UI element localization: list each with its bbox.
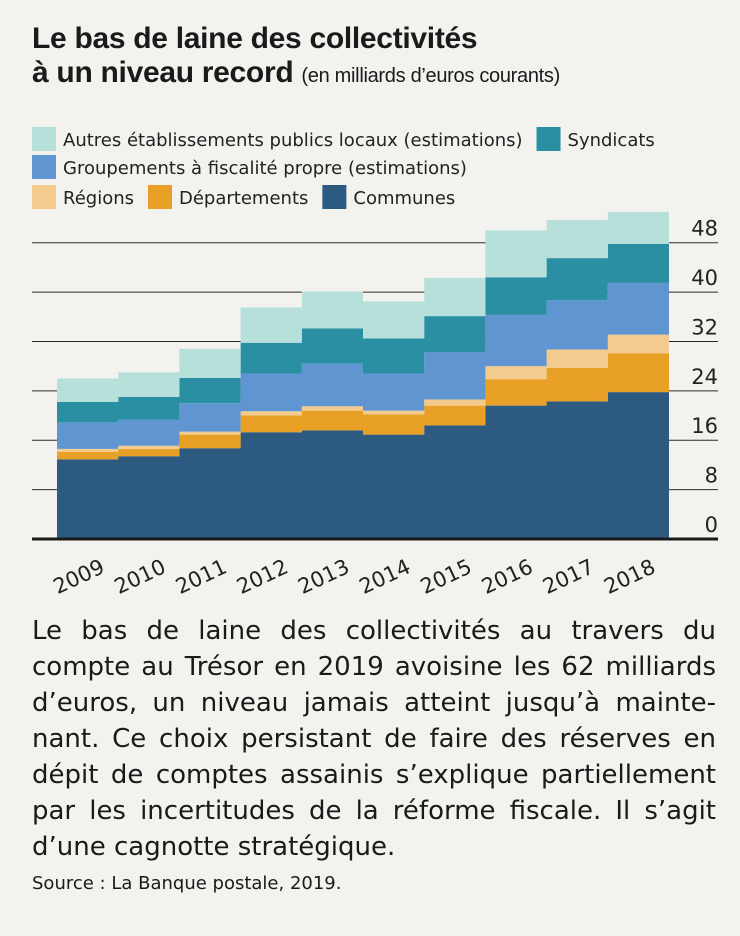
legend-swatch-regions — [32, 185, 56, 209]
legend-swatch-syndicats — [536, 127, 561, 151]
legend: Autres établissements publics locaux (es… — [32, 127, 655, 209]
legend-label-syndicats: Syndicats — [568, 130, 655, 151]
x-tick-label-2018: 2018 — [600, 555, 659, 599]
x-tick-label-2012: 2012 — [233, 555, 292, 599]
legend-swatch-communes — [322, 185, 347, 209]
chart-title-line-2-text: à un niveau record — [32, 56, 294, 89]
x-tick-label-2013: 2013 — [294, 555, 353, 599]
y-axis-ticks: 0 8 16 24 32 40 48 — [691, 217, 718, 537]
legend-swatch-autres-etablissements-publics-locaux-estimations — [32, 127, 56, 151]
y-tick-label-24: 24 — [691, 365, 718, 389]
legend-label-groupements-a-fiscalite-propre-estimations: Groupements à fiscalité propre (estimati… — [63, 158, 467, 179]
legend-swatch-departements — [148, 185, 172, 209]
x-tick-label-2011: 2011 — [172, 555, 231, 599]
y-tick-label-8: 8 — [705, 464, 718, 488]
y-tick-label-0: 0 — [705, 513, 718, 537]
x-tick-label-2014: 2014 — [356, 555, 415, 599]
source-note: Source : La Banque postale, 2019. — [32, 873, 342, 894]
stacked-area-chart: Autres établissements publics locaux (es… — [32, 127, 718, 599]
x-tick-label-2016: 2016 — [478, 555, 537, 599]
x-tick-label-2009: 2009 — [50, 555, 109, 599]
area-autres-etablissements-publics-locaux-estimations — [57, 211, 669, 402]
area-series — [57, 211, 669, 539]
y-tick-label-32: 32 — [691, 315, 718, 339]
legend-label-communes: Communes — [353, 188, 455, 209]
y-tick-label-48: 48 — [691, 217, 718, 241]
legend-label-autres-etablissements-publics-locaux-estimations: Autres établissements publics locaux (es… — [63, 130, 523, 151]
y-tick-label-16: 16 — [691, 414, 718, 438]
legend-label-regions: Régions — [63, 188, 134, 209]
legend-swatch-groupements-a-fiscalite-propre-estimations — [32, 155, 56, 179]
area-communes — [57, 392, 669, 539]
chart-title-line-2: à un niveau record (en milliards d’euros… — [32, 56, 722, 93]
chart-title: Le bas de laine des collectivités — [32, 22, 478, 55]
x-axis-ticks: 2009 2010 2011 2012 2013 2014 2015 2016 2017 2018 — [50, 555, 659, 599]
x-tick-label-2010: 2010 — [111, 555, 170, 599]
title-block: Le bas de laine des collectivités à un n… — [32, 22, 722, 93]
legend-label-departements: Départements — [179, 188, 308, 209]
caption-text: Le bas de laine des collectivités au tra… — [32, 616, 716, 862]
y-tick-label-40: 40 — [691, 266, 718, 290]
area-departements — [57, 353, 669, 460]
chart-subtitle: (en milliards d’euros courants) — [301, 65, 560, 87]
x-tick-label-2015: 2015 — [417, 555, 476, 599]
x-tick-label-2017: 2017 — [539, 555, 598, 599]
